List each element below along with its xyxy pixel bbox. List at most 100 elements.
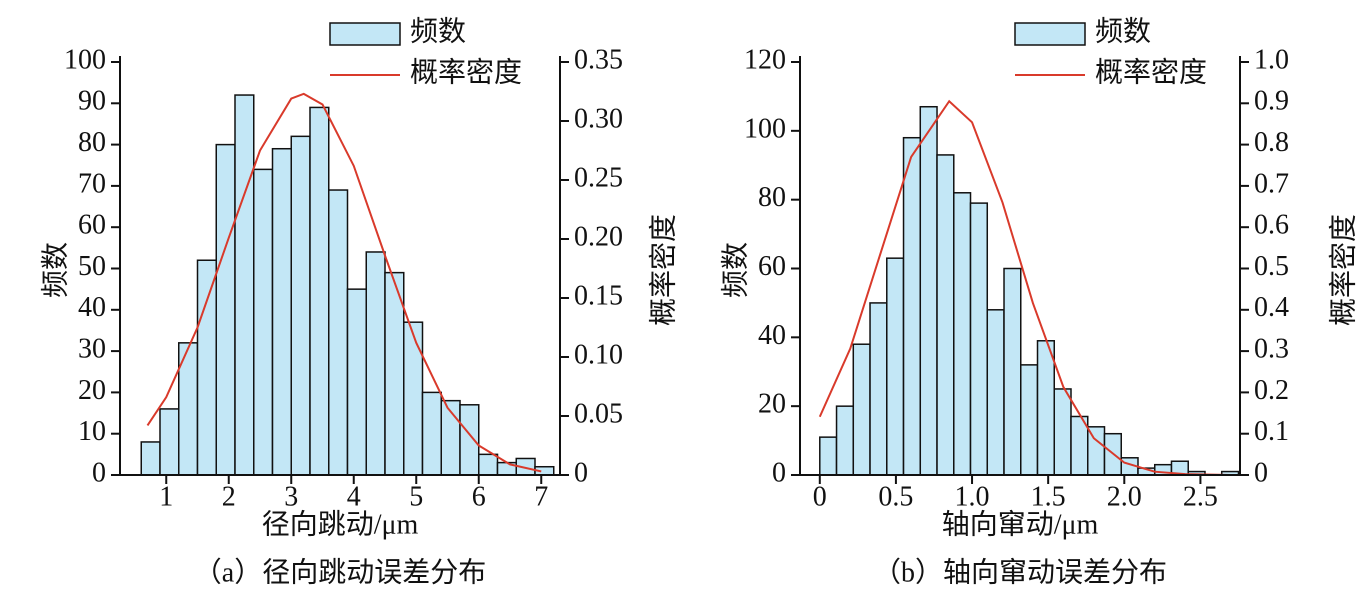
y2-tick-label: 0 <box>1254 457 1268 488</box>
bar <box>271 147 292 476</box>
x-tick-label: 7 <box>534 481 548 512</box>
y-tick-label: 20 <box>758 389 786 420</box>
caption: （b）轴向窜动误差分布 <box>873 556 1167 588</box>
y-tick-label: 40 <box>78 292 106 323</box>
bar <box>196 259 217 476</box>
bar <box>459 404 480 476</box>
y-tick-label: 0 <box>92 457 106 488</box>
x-tick-label: 4 <box>347 481 361 512</box>
caption: （a）径向跳动误差分布 <box>194 556 486 588</box>
legend-swatch <box>329 22 401 46</box>
y2-tick-label: 0.15 <box>574 280 623 311</box>
y-tick-label: 100 <box>744 113 786 144</box>
bar <box>852 343 871 476</box>
bar <box>365 251 386 476</box>
y-tick-label: 80 <box>78 127 106 158</box>
bar <box>346 288 367 476</box>
y2-axis-label: 概率密度 <box>647 214 679 326</box>
bar <box>902 136 922 476</box>
y2-tick-label: 0.35 <box>574 44 623 75</box>
bar <box>309 106 330 476</box>
y-tick-label: 50 <box>78 251 106 282</box>
y2-tick-label: 0.25 <box>574 162 623 193</box>
density-line <box>146 92 542 473</box>
bar <box>835 405 855 476</box>
legend-swatch <box>1014 22 1086 46</box>
y-tick-label: 60 <box>78 210 106 241</box>
x-tick-label: 1 <box>159 481 173 512</box>
bar <box>290 135 311 476</box>
density-line <box>818 99 1231 476</box>
bar <box>1003 267 1022 476</box>
y2-tick-label: 0.1 <box>1254 416 1289 447</box>
bar <box>478 453 499 476</box>
bar <box>936 154 955 476</box>
y2-tick-label: 0.2 <box>1254 375 1289 406</box>
y2-tick-label: 0.10 <box>574 339 623 370</box>
y-tick-label: 40 <box>758 320 786 351</box>
bar <box>969 202 989 476</box>
axis-frame <box>119 56 561 476</box>
x-tick-label: 1.0 <box>955 481 990 512</box>
bar <box>1053 388 1072 476</box>
y2-tick-label: 0.6 <box>1254 210 1289 241</box>
bar <box>1036 340 1056 476</box>
y-tick-label: 90 <box>78 86 106 117</box>
bar <box>421 391 442 476</box>
chart: 0 10 20 30 40 50 60 70 80 90 100 0 0.05 0.10 0.15 0.20 0… <box>39 15 679 588</box>
y2-tick-label: 0.30 <box>574 103 623 134</box>
y2-tick-label: 0.4 <box>1254 292 1289 323</box>
y2-tick-label: 0.8 <box>1254 127 1289 158</box>
bar <box>886 257 905 476</box>
legend-label: 概率密度 <box>1095 56 1207 88</box>
bar <box>1020 364 1039 476</box>
bar <box>819 436 838 476</box>
y-tick-label: 0 <box>772 457 786 488</box>
y-axis-label: 频数 <box>719 242 751 298</box>
legend-label: 频数 <box>1095 15 1151 47</box>
y2-tick-label: 1.0 <box>1254 44 1289 75</box>
bar <box>328 189 349 476</box>
y-axis-label: 频数 <box>39 242 71 298</box>
x-tick-label: 3 <box>284 481 298 512</box>
x-tick-label: 2.0 <box>1107 481 1142 512</box>
bar <box>986 309 1005 476</box>
x-tick-label: 2.5 <box>1183 481 1218 512</box>
bar <box>403 321 424 476</box>
y-tick-label: 30 <box>78 334 106 365</box>
x-axis-label: 径向跳动/μm <box>262 508 419 540</box>
y2-tick-label: 0.3 <box>1254 334 1289 365</box>
y2-tick-label: 0.05 <box>574 398 623 429</box>
y2-tick-label: 0 <box>574 457 588 488</box>
x-tick-label: 2 <box>222 481 236 512</box>
x-axis-label: 轴向窜动/μm <box>942 508 1099 540</box>
x-tick-label: 1.5 <box>1031 481 1066 512</box>
y2-tick-label: 0.9 <box>1254 86 1289 117</box>
axis-frame <box>799 56 1241 476</box>
bar <box>159 408 180 476</box>
x-tick-label: 0 <box>813 481 827 512</box>
bar <box>953 192 972 476</box>
bar <box>215 143 236 476</box>
bar <box>140 441 161 476</box>
legend-label: 概率密度 <box>410 56 522 88</box>
x-tick-label: 5 <box>409 481 423 512</box>
bar <box>253 168 274 476</box>
y-tick-label: 100 <box>64 44 106 75</box>
chart: 0 20 40 60 80 100 120 0 0.1 0.2 0.3 0.4 0.5 0.6 0.7 0.8… <box>719 15 1359 588</box>
y2-tick-label: 0.5 <box>1254 251 1289 282</box>
y2-tick-label: 0.7 <box>1254 168 1289 199</box>
bar <box>919 105 938 476</box>
y2-axis-label: 概率密度 <box>1327 214 1359 326</box>
y-tick-label: 80 <box>758 182 786 213</box>
y-tick-label: 20 <box>78 375 106 406</box>
legend-label: 频数 <box>410 15 466 47</box>
y-tick-label: 120 <box>744 44 786 75</box>
bar <box>869 302 888 476</box>
bar <box>234 94 255 476</box>
y-tick-label: 10 <box>78 416 106 447</box>
x-tick-label: 0.5 <box>878 481 913 512</box>
x-tick-label: 6 <box>472 481 486 512</box>
y-tick-label: 70 <box>78 168 106 199</box>
